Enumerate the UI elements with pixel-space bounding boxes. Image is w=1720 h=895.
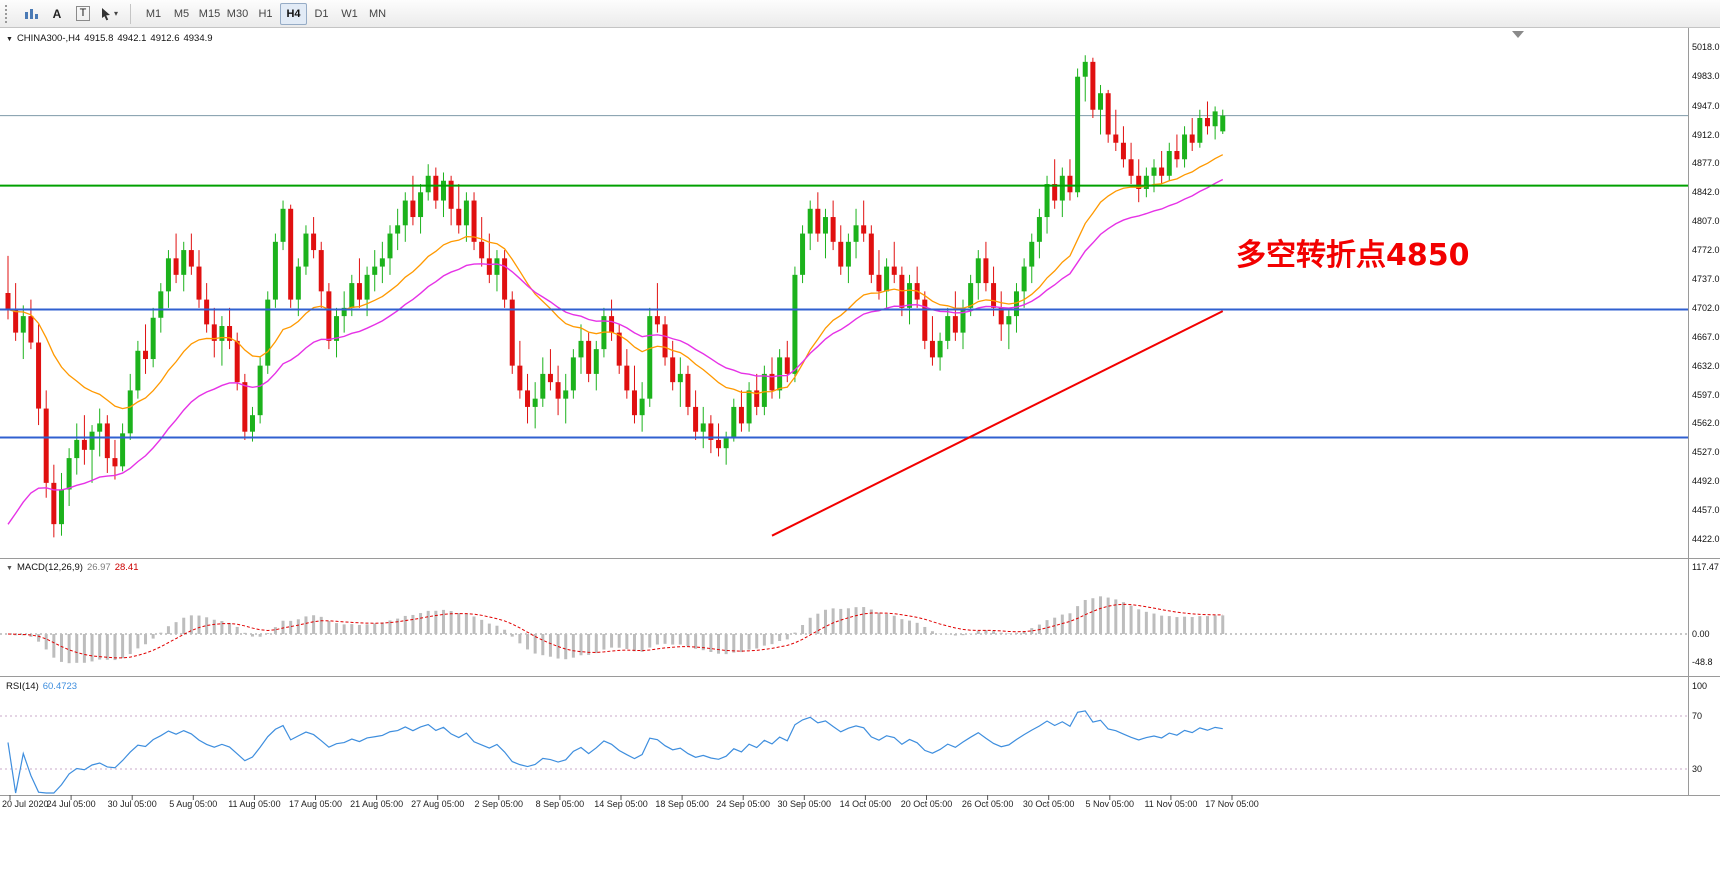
toolbar-grip-handle[interactable]: [5, 4, 12, 23]
price-scale-label: 4807.0: [1692, 216, 1720, 227]
cursor-icon: [101, 7, 110, 20]
time-axis-label: 30 Jul 05:00: [107, 799, 157, 809]
chevron-down-icon: ▾: [113, 9, 118, 18]
ohlc-high: 4942.1: [117, 33, 147, 44]
price-scale-label: 4597.0: [1692, 389, 1720, 400]
macd-scale-label: 0.00: [1692, 629, 1710, 639]
price-scale-label: 4983.0: [1692, 70, 1720, 81]
time-axis-label: 17 Nov 05:00: [1205, 799, 1259, 809]
macd-label: MACD(12,26,9): [16, 562, 83, 573]
period-button-m5[interactable]: M5: [173, 7, 190, 20]
price-scale-label: 4492.0: [1692, 476, 1720, 487]
chart-text-annotation[interactable]: 多空转折点4850: [1236, 238, 1470, 273]
time-axis-label: 21 Aug 05:00: [350, 799, 404, 809]
time-axis-label: 11 Aug 05:00: [228, 799, 281, 809]
chart-objects-button[interactable]: [19, 2, 43, 26]
time-axis-label: 30 Sep 05:00: [777, 799, 832, 809]
period-button-h4[interactable]: H4: [280, 2, 307, 25]
rsi-scale-label: 30: [1692, 764, 1703, 774]
time-axis-label: 30 Oct 05:00: [1022, 799, 1075, 809]
rsi-scale-label: 70: [1692, 711, 1703, 721]
period-button-m15[interactable]: M15: [198, 7, 221, 20]
price-scale-label: 5018.0: [1692, 42, 1720, 52]
price-scale-label: 4912.0: [1692, 129, 1720, 140]
symbol-name: CHINA300-,H4: [16, 33, 81, 44]
time-axis-label: 2 Sep 05:00: [474, 799, 524, 809]
macd-scale-label: -48.8: [1692, 656, 1713, 667]
time-axis-label: 5 Aug 05:00: [169, 799, 218, 809]
time-axis-label: 27 Aug 05:00: [411, 799, 465, 809]
price-scale-label: 4772.0: [1692, 245, 1720, 256]
timeframe-button-group: M1 M5 M15 M30 H1 H4 D1 W1 MN: [140, 2, 391, 25]
ohlc-open: 4915.8: [84, 33, 114, 44]
font-tool-button[interactable]: A: [45, 2, 69, 26]
period-button-d1[interactable]: D1: [314, 7, 329, 20]
rsi-value: 60.4723: [42, 681, 78, 692]
symbol-dropdown-icon[interactable]: ▼: [6, 36, 13, 43]
macd-collapse-icon[interactable]: ▼: [6, 565, 13, 572]
time-axis-label: 17 Aug 05:00: [288, 799, 343, 809]
price-scale-label: 4667.0: [1692, 331, 1720, 342]
time-axis-label: 20 Jul 2020: [2, 799, 49, 809]
symbol-ohlc-line: ▼ CHINA300-,H4 4915.8 4942.1 4912.6 4934.9: [6, 33, 217, 44]
time-axis-label: 14 Oct 05:00: [839, 799, 892, 809]
price-scale-label: 4632.0: [1692, 360, 1720, 371]
time-axis-label: 11 Nov 05:00: [1144, 799, 1198, 809]
macd-main-value: 26.97: [86, 562, 111, 573]
time-axis-label: 5 Nov 05:00: [1085, 799, 1135, 809]
price-scale-label: 4457.0: [1692, 505, 1720, 516]
price-scale-label: 4947.0: [1692, 100, 1720, 111]
period-button-m1[interactable]: M1: [145, 7, 162, 20]
price-scale-label: 4877.0: [1692, 158, 1720, 169]
macd-scale-label: 117.47: [1692, 561, 1719, 572]
price-scale-label: 4562.0: [1692, 418, 1720, 429]
rsi-label: RSI(14): [6, 681, 39, 692]
price-scale-label: 4737.0: [1692, 273, 1720, 284]
period-button-mn[interactable]: MN: [368, 7, 387, 20]
cursor-tool-button[interactable]: ▾: [97, 2, 121, 26]
macd-label-line: ▼ MACD(12,26,9) 26.97 28.41: [6, 562, 143, 573]
font-tool-label: A: [52, 6, 62, 21]
time-axis-label: 14 Sep 05:00: [594, 799, 648, 809]
time-axis-label: 20 Oct 05:00: [900, 799, 953, 809]
ohlc-low: 4912.6: [150, 33, 180, 44]
period-button-m30[interactable]: M30: [226, 7, 249, 20]
time-axis-label: 24 Jul 05:00: [46, 799, 96, 809]
price-scale-label: 4842.0: [1692, 187, 1720, 198]
time-axis-label: 18 Sep 05:00: [655, 799, 709, 809]
text-label-tool-button[interactable]: T: [71, 2, 95, 26]
price-scale-label: 4422.0: [1692, 534, 1720, 544]
period-button-h1[interactable]: H1: [258, 7, 273, 20]
text-label-tool-label: T: [75, 6, 91, 21]
ohlc-close: 4934.9: [183, 33, 213, 44]
toolbar: A T ▾ M1 M5 M15 M30 H1 H4 D1 W1 MN: [0, 0, 1720, 28]
time-axis-label: 26 Oct 05:00: [961, 799, 1014, 809]
price-scale-label: 4527.0: [1692, 447, 1720, 458]
macd-signal-value: 28.41: [114, 562, 139, 573]
bar-chart-icon: [25, 8, 38, 19]
period-button-w1[interactable]: W1: [341, 7, 358, 20]
rsi-label-line: RSI(14) 60.4723: [6, 681, 81, 692]
toolbar-separator: [130, 3, 131, 24]
time-axis-label: 24 Sep 05:00: [716, 799, 770, 809]
price-scale-label: 4702.0: [1692, 302, 1720, 313]
rsi-scale-label: 100: [1692, 681, 1708, 691]
time-axis-label: 8 Sep 05:00: [535, 799, 585, 809]
